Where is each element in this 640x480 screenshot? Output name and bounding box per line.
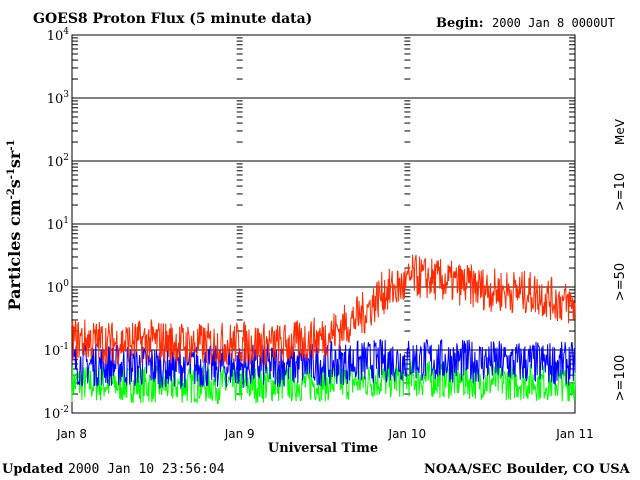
- y-tick-label: 102: [47, 153, 69, 170]
- legend-ge50: >=50: [613, 263, 628, 301]
- chart-title: GOES8 Proton Flux (5 minute data): [33, 11, 312, 27]
- y-tick-base: 10: [44, 344, 61, 359]
- y-tick-label: 10-2: [44, 405, 69, 422]
- ylabel-exp-1: -2: [6, 188, 17, 199]
- y-tick-base: 10: [47, 155, 64, 170]
- y-tick-label: 103: [47, 90, 70, 107]
- x-tick-label: Jan 10: [388, 427, 427, 441]
- y-tick-base: 10: [47, 281, 64, 296]
- y-tick-exponent: -2: [60, 405, 69, 415]
- credit-text: NOAA/SEC Boulder, CO USA: [424, 462, 631, 477]
- legend-ge100: >=100: [613, 355, 628, 402]
- x-tick-label: Jan 8: [56, 427, 87, 441]
- y-tick-base: 10: [47, 29, 64, 44]
- y-tick-label: 100: [47, 279, 70, 296]
- ylabel-exp-3: -1: [6, 168, 17, 179]
- y-tick-exponent: 1: [63, 216, 69, 226]
- y-tick-exponent: -1: [60, 342, 69, 352]
- updated-value: 2000 Jan 10 23:56:04: [68, 462, 225, 477]
- x-tick-labels: Jan 8 Jan 9 Jan 10 Jan 11: [56, 427, 594, 441]
- ylabel-exp-5: -1: [6, 140, 17, 151]
- y-tick-label: 101: [47, 216, 69, 233]
- begin-label: Begin:: [436, 16, 484, 31]
- y-tick-exponent: 3: [63, 90, 69, 100]
- y-tick-base: 10: [47, 218, 64, 233]
- legend-ge10: >=10: [613, 173, 628, 211]
- series-line-0: [71, 254, 576, 366]
- y-tick-label: 104: [47, 27, 70, 44]
- y-tick-base: 10: [47, 92, 64, 107]
- x-axis-label: Universal Time: [268, 441, 378, 456]
- ylabel-part-0: Particles cm: [5, 199, 24, 310]
- series-line-1: [71, 338, 576, 389]
- ylabel-part-2: s: [5, 179, 24, 188]
- units-label: MeV: [613, 118, 627, 145]
- y-axis-label: Particles cm-2s-1sr-1: [5, 140, 24, 311]
- y-tick-label: 10-1: [44, 342, 69, 359]
- ylabel-part-4: sr: [5, 150, 24, 168]
- begin-value: 2000 Jan 8 0000UT: [492, 16, 615, 30]
- updated-label: Updated: [2, 462, 63, 477]
- y-tick-exponent: 4: [63, 27, 69, 37]
- x-tick-label: Jan 9: [224, 427, 255, 441]
- y-tick-exponent: 2: [63, 153, 69, 163]
- y-tick-exponent: 0: [63, 279, 69, 289]
- y-tick-base: 10: [44, 407, 61, 422]
- x-tick-label: Jan 11: [555, 427, 594, 441]
- series-layer: [71, 254, 576, 405]
